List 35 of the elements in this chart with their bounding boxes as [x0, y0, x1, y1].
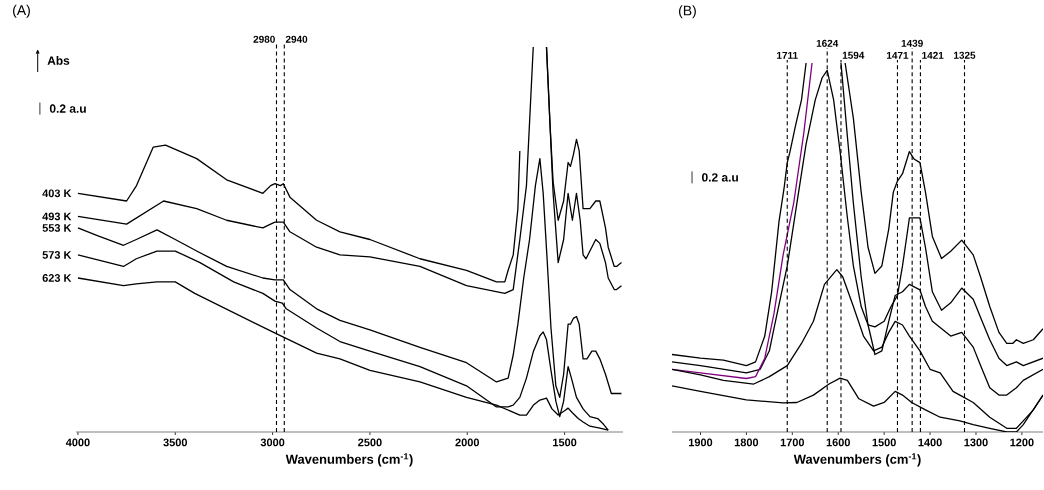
ref-line-label: 1439 [901, 39, 923, 47]
ref-line-label: 1624 [816, 39, 839, 47]
x-tick-label: 3500 [163, 438, 187, 447]
x-axis-title: Wavenumbers (cm$^{-1}$) [285, 453, 413, 467]
x-axis-title: Wavenumbers (cm$^{-1}$) [793, 453, 921, 467]
series-label: 493 K [42, 212, 72, 221]
ref-line-label: 1471 [887, 51, 909, 59]
x-tick-label: 2000 [455, 438, 479, 447]
annotation: 0.2 a.u [702, 173, 738, 182]
series-label: 623 K [42, 274, 72, 282]
annotation: 0.2 a.u [49, 104, 86, 113]
chart-title: (B) [679, 5, 696, 19]
x-tick-label: 3000 [260, 438, 285, 447]
x-tick-label: 1600 [826, 438, 850, 447]
ref-line-label: 1594 [842, 51, 865, 59]
x-tick-label: 1900 [688, 438, 713, 447]
x-tick-label: 1500 [553, 438, 577, 447]
x-tick-label: 2500 [358, 438, 382, 447]
x-tick-label: 1700 [780, 438, 805, 447]
series-label: 573 K [42, 251, 72, 259]
x-tick-label: 1500 [872, 438, 896, 447]
ref-line-label: 1325 [954, 51, 976, 59]
chart-title: (A) [13, 4, 30, 18]
x-tick-label: 4000 [65, 438, 90, 447]
ref-line-label: 1711 [777, 51, 798, 59]
series-label: 403 K [42, 189, 72, 198]
x-tick-label: 1400 [918, 438, 942, 447]
ref-line-label: 2980 [253, 35, 275, 43]
ref-line-label: 1421 [922, 51, 944, 59]
x-tick-label: 1200 [1010, 438, 1034, 447]
y-axis-title: Abs [47, 56, 70, 65]
ref-line-label: 2940 [285, 35, 308, 43]
series-label: 553 K [42, 224, 72, 232]
x-tick-label: 1300 [964, 438, 988, 447]
x-tick-label: 1800 [734, 438, 759, 447]
